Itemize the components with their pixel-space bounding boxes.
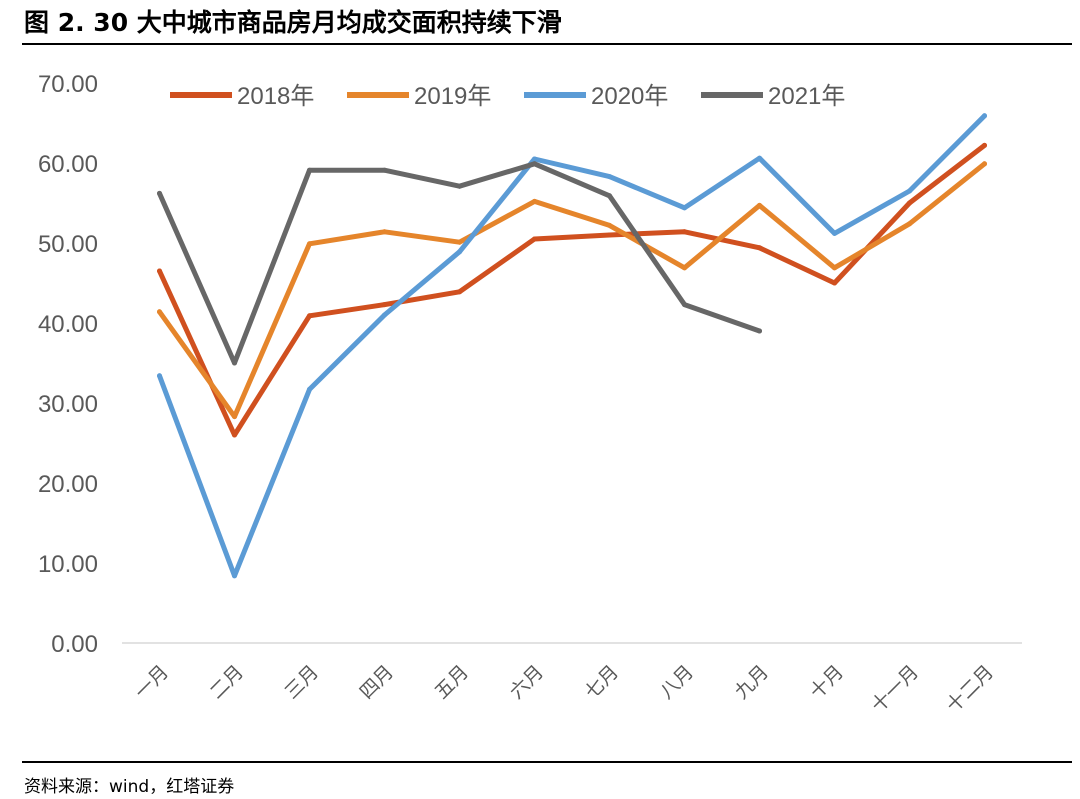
source-note: 资料来源：wind，红塔证券	[24, 777, 235, 797]
x-tick-label: 九月	[731, 661, 773, 703]
data-point	[907, 188, 912, 194]
data-point	[307, 241, 312, 247]
data-point	[982, 113, 987, 119]
data-point	[682, 265, 687, 271]
data-point	[682, 302, 687, 308]
x-axis: 一月 二月 三月 四月 五月 六月 七月 八月 九月 十月 十一月 十二月	[122, 642, 1022, 717]
data-point	[457, 183, 462, 189]
data-point	[832, 265, 837, 271]
series-line-2020年	[157, 113, 987, 579]
figure-title: 图 2. 30 大中城市商品房月均成交面积持续下滑	[24, 8, 562, 37]
data-point	[382, 167, 387, 173]
data-point	[532, 198, 537, 204]
data-point	[982, 161, 987, 167]
data-point	[532, 236, 537, 242]
x-tick-label: 二月	[206, 661, 248, 703]
legend-label: 2019年	[414, 83, 491, 110]
data-point	[157, 268, 162, 274]
y-tick-label: 20.00	[38, 471, 98, 498]
y-tick-label: 10.00	[38, 551, 98, 578]
legend-label: 2021年	[768, 83, 845, 110]
x-tick-label: 五月	[431, 661, 473, 703]
data-point	[157, 309, 162, 315]
data-point	[157, 190, 162, 196]
data-point	[757, 202, 762, 208]
legend: 2018年 2019年 2020年 2021年	[170, 83, 845, 110]
data-point	[457, 289, 462, 295]
data-point	[757, 245, 762, 251]
data-point	[307, 313, 312, 319]
data-point	[757, 328, 762, 334]
data-point	[832, 230, 837, 236]
legend-item: 2021年	[701, 83, 845, 110]
x-tick-label: 十二月	[942, 661, 998, 717]
y-tick-label: 60.00	[38, 151, 98, 178]
data-point	[232, 414, 237, 420]
series-line-2021年	[157, 161, 762, 366]
data-point	[382, 312, 387, 318]
data-point	[457, 249, 462, 255]
x-tick-label: 三月	[281, 661, 323, 703]
data-point	[757, 155, 762, 161]
legend-item: 2019年	[347, 83, 491, 110]
data-point	[682, 205, 687, 211]
legend-label: 2018年	[237, 83, 314, 110]
data-point	[307, 167, 312, 173]
y-tick-label: 30.00	[38, 391, 98, 418]
x-tick-label: 十一月	[867, 661, 923, 717]
data-point	[607, 222, 612, 228]
data-point	[232, 360, 237, 366]
y-tick-label: 50.00	[38, 231, 98, 258]
data-point	[607, 174, 612, 180]
data-point	[907, 221, 912, 227]
data-point	[532, 156, 537, 162]
data-point	[307, 386, 312, 392]
x-tick-label: 一月	[131, 661, 173, 703]
x-tick-label: 八月	[656, 661, 698, 703]
data-point	[832, 280, 837, 286]
x-tick-label: 七月	[581, 661, 623, 703]
x-tick-label: 十月	[806, 661, 848, 703]
series-line-2018年	[157, 142, 987, 438]
data-point	[382, 302, 387, 308]
y-tick-label: 0.00	[51, 631, 98, 658]
data-point	[457, 239, 462, 245]
top-rule	[22, 43, 1072, 45]
legend-label: 2020年	[591, 83, 668, 110]
data-point	[607, 232, 612, 238]
data-point	[682, 229, 687, 235]
data-point	[907, 200, 912, 206]
data-point	[157, 373, 162, 379]
data-point	[607, 193, 612, 199]
x-tick-label: 六月	[506, 661, 548, 703]
y-tick-label: 70.00	[38, 71, 98, 98]
line-chart: 0.0010.0020.0030.0040.0050.0060.0070.00 …	[38, 71, 1022, 717]
data-point	[232, 432, 237, 438]
legend-item: 2020年	[524, 83, 668, 110]
data-point	[232, 573, 237, 579]
series-line-2019年	[157, 161, 987, 420]
data-point	[982, 142, 987, 148]
bottom-rule	[22, 761, 1072, 763]
series-layer	[157, 113, 987, 579]
data-point	[532, 161, 537, 167]
legend-item: 2018年	[170, 83, 314, 110]
y-axis: 0.00 10.00 20.00 30.00 40.00 50.00 60.00 70.00	[38, 71, 98, 658]
y-tick-label: 40.00	[38, 311, 98, 338]
data-point	[382, 229, 387, 235]
x-tick-label: 四月	[356, 661, 398, 703]
